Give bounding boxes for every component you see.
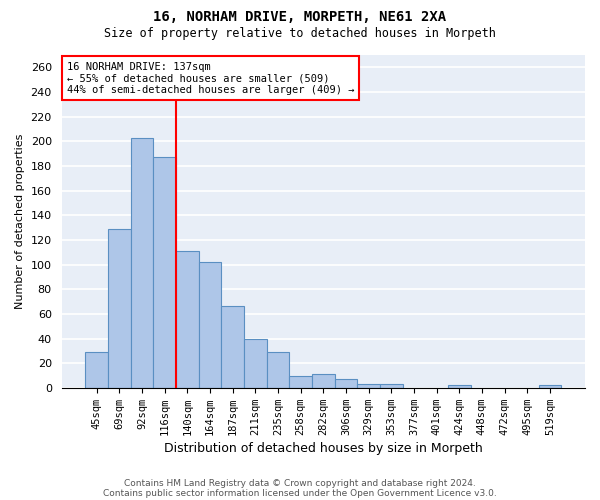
Y-axis label: Number of detached properties: Number of detached properties: [15, 134, 25, 309]
Bar: [312, 374, 335, 388]
Text: 16, NORHAM DRIVE, MORPETH, NE61 2XA: 16, NORHAM DRIVE, MORPETH, NE61 2XA: [154, 10, 446, 24]
Bar: [221, 306, 244, 388]
Bar: [289, 376, 312, 388]
Bar: [380, 384, 403, 388]
Text: Contains public sector information licensed under the Open Government Licence v3: Contains public sector information licen…: [103, 488, 497, 498]
X-axis label: Distribution of detached houses by size in Morpeth: Distribution of detached houses by size …: [164, 442, 482, 455]
Bar: [448, 386, 470, 388]
Bar: [199, 262, 221, 388]
Bar: [176, 251, 199, 388]
Bar: [266, 352, 289, 388]
Bar: [539, 386, 561, 388]
Bar: [131, 138, 154, 388]
Bar: [335, 379, 357, 388]
Bar: [154, 158, 176, 388]
Bar: [244, 338, 266, 388]
Text: Contains HM Land Registry data © Crown copyright and database right 2024.: Contains HM Land Registry data © Crown c…: [124, 478, 476, 488]
Text: Size of property relative to detached houses in Morpeth: Size of property relative to detached ho…: [104, 28, 496, 40]
Bar: [85, 352, 108, 388]
Text: 16 NORHAM DRIVE: 137sqm
← 55% of detached houses are smaller (509)
44% of semi-d: 16 NORHAM DRIVE: 137sqm ← 55% of detache…: [67, 62, 354, 95]
Bar: [108, 229, 131, 388]
Bar: [357, 384, 380, 388]
